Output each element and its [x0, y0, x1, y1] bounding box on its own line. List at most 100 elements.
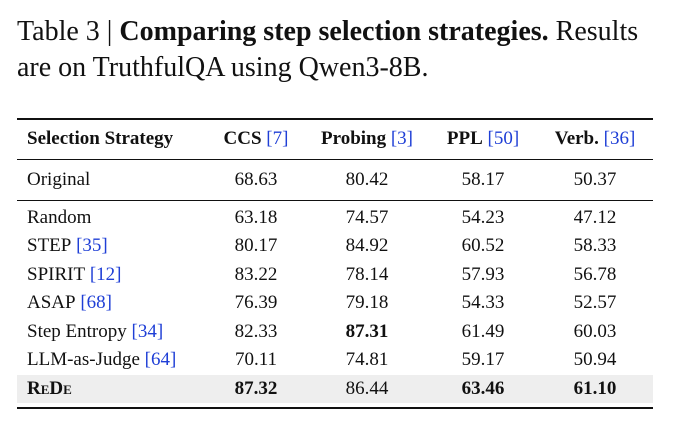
value-cell: 54.23: [462, 206, 505, 230]
row-label: LLM-as-Judge [64]: [27, 348, 176, 372]
cell-text: 54.23: [461, 207, 505, 228]
row-label: ReDe: [27, 377, 72, 401]
value-cell: 80.17: [235, 234, 278, 258]
value-cell: 79.18: [346, 291, 389, 315]
value-cell: 50.37: [574, 168, 617, 192]
value-cell: 54.33: [462, 291, 505, 315]
caption-label: Table 3: [17, 16, 100, 47]
cell-text: 61.10: [573, 378, 617, 399]
value-cell: 68.63: [235, 168, 278, 192]
cell-text: Step Entropy: [27, 321, 127, 342]
value-cell: 61.49: [462, 320, 505, 344]
citation: [12]: [89, 264, 122, 285]
caption: Table 3 | Comparing step selection strat…: [17, 14, 657, 86]
cell-text: 58.33: [573, 235, 617, 256]
value-cell: 58.33: [574, 234, 617, 258]
cell-text: 86.44: [345, 378, 389, 399]
value-cell: 76.39: [235, 291, 278, 315]
cell-text: 87.32: [234, 378, 278, 399]
cell-text: 74.57: [345, 207, 389, 228]
value-cell: 57.93: [462, 263, 505, 287]
value-cell: 78.14: [346, 263, 389, 287]
value-cell: 60.03: [574, 320, 617, 344]
value-cell: 82.33: [235, 320, 278, 344]
cell-text: 47.12: [573, 207, 617, 228]
cell-text: 52.57: [573, 292, 617, 313]
caption-separator: |: [106, 16, 113, 47]
cell-text: 84.92: [345, 235, 389, 256]
citation: [36]: [603, 128, 636, 149]
row-highlight: [17, 375, 653, 403]
value-cell: 60.52: [462, 234, 505, 258]
cell-text: CCS: [223, 128, 262, 149]
citation: [35]: [76, 235, 108, 256]
value-cell: 84.92: [346, 234, 389, 258]
cell-text: Selection Strategy: [27, 128, 174, 149]
row-label: Original: [27, 168, 90, 192]
cell-text: Original: [27, 169, 91, 190]
value-cell: 47.12: [574, 206, 617, 230]
cell-text: 68.63: [234, 169, 278, 190]
row-label: ASAP [68]: [27, 291, 112, 315]
cell-text: 60.52: [461, 235, 505, 256]
citation: [7]: [266, 128, 289, 149]
citation: [34]: [131, 321, 164, 342]
top-rule: [17, 118, 653, 120]
citation: [68]: [80, 292, 112, 313]
cell-text: 74.81: [345, 349, 389, 370]
value-cell: 50.94: [574, 348, 617, 372]
cell-text: LLM-as-Judge: [27, 349, 140, 370]
cell-text: Random: [27, 207, 92, 228]
value-cell: 87.32: [235, 377, 278, 401]
cell-text: 50.37: [573, 169, 617, 190]
cell-text: 79.18: [345, 292, 389, 313]
cell-text: 78.14: [345, 264, 389, 285]
citation: [64]: [144, 349, 177, 370]
cell-text: 82.33: [234, 321, 278, 342]
value-cell: 56.78: [574, 263, 617, 287]
cell-text: Probing: [320, 128, 387, 149]
header-cell: PPL [50]: [447, 127, 519, 151]
mid-rule: [17, 200, 653, 201]
value-cell: 58.17: [462, 168, 505, 192]
value-cell: 59.17: [462, 348, 505, 372]
value-cell: 87.31: [346, 320, 389, 344]
row-label: Step Entropy [34]: [27, 320, 163, 344]
cell-text: SPIRIT: [27, 264, 86, 285]
value-cell: 61.10: [574, 377, 617, 401]
value-cell: 63.46: [462, 377, 505, 401]
cell-text: ASAP: [27, 292, 76, 313]
value-cell: 74.81: [346, 348, 389, 372]
caption-text: Results are on TruthfulQA using Qwen3-8B…: [17, 16, 639, 83]
value-cell: 63.18: [235, 206, 278, 230]
cell-text: 83.22: [234, 264, 278, 285]
cell-text: 76.39: [234, 292, 278, 313]
value-cell: 83.22: [235, 263, 278, 287]
cell-text: 70.11: [234, 349, 278, 370]
cell-text: 60.03: [573, 321, 617, 342]
cell-text: 61.49: [461, 321, 505, 342]
cell-text: 54.33: [461, 292, 505, 313]
value-cell: 70.11: [235, 348, 277, 372]
value-cell: 80.42: [346, 168, 389, 192]
header-cell: Probing [3]: [321, 127, 413, 151]
cell-text: STEP: [27, 235, 72, 256]
cell-text: 58.17: [461, 169, 505, 190]
bottom-rule: [17, 407, 653, 409]
header-rule: [17, 159, 653, 160]
cell-text: 50.94: [573, 349, 617, 370]
row-label: Random: [27, 206, 91, 230]
caption-title: Comparing step selection strategies.: [119, 16, 549, 47]
cell-text: 80.17: [234, 235, 278, 256]
header-cell: Selection Strategy: [27, 127, 173, 151]
citation: [50]: [487, 128, 520, 149]
value-cell: 74.57: [346, 206, 389, 230]
row-label: SPIRIT [12]: [27, 263, 121, 287]
value-cell: 52.57: [574, 291, 617, 315]
cell-text: ReDe: [27, 378, 72, 399]
cell-text: 80.42: [345, 169, 389, 190]
value-cell: 86.44: [346, 377, 389, 401]
cell-text: Verb.: [554, 128, 599, 149]
header-cell: Verb. [36]: [555, 127, 636, 151]
